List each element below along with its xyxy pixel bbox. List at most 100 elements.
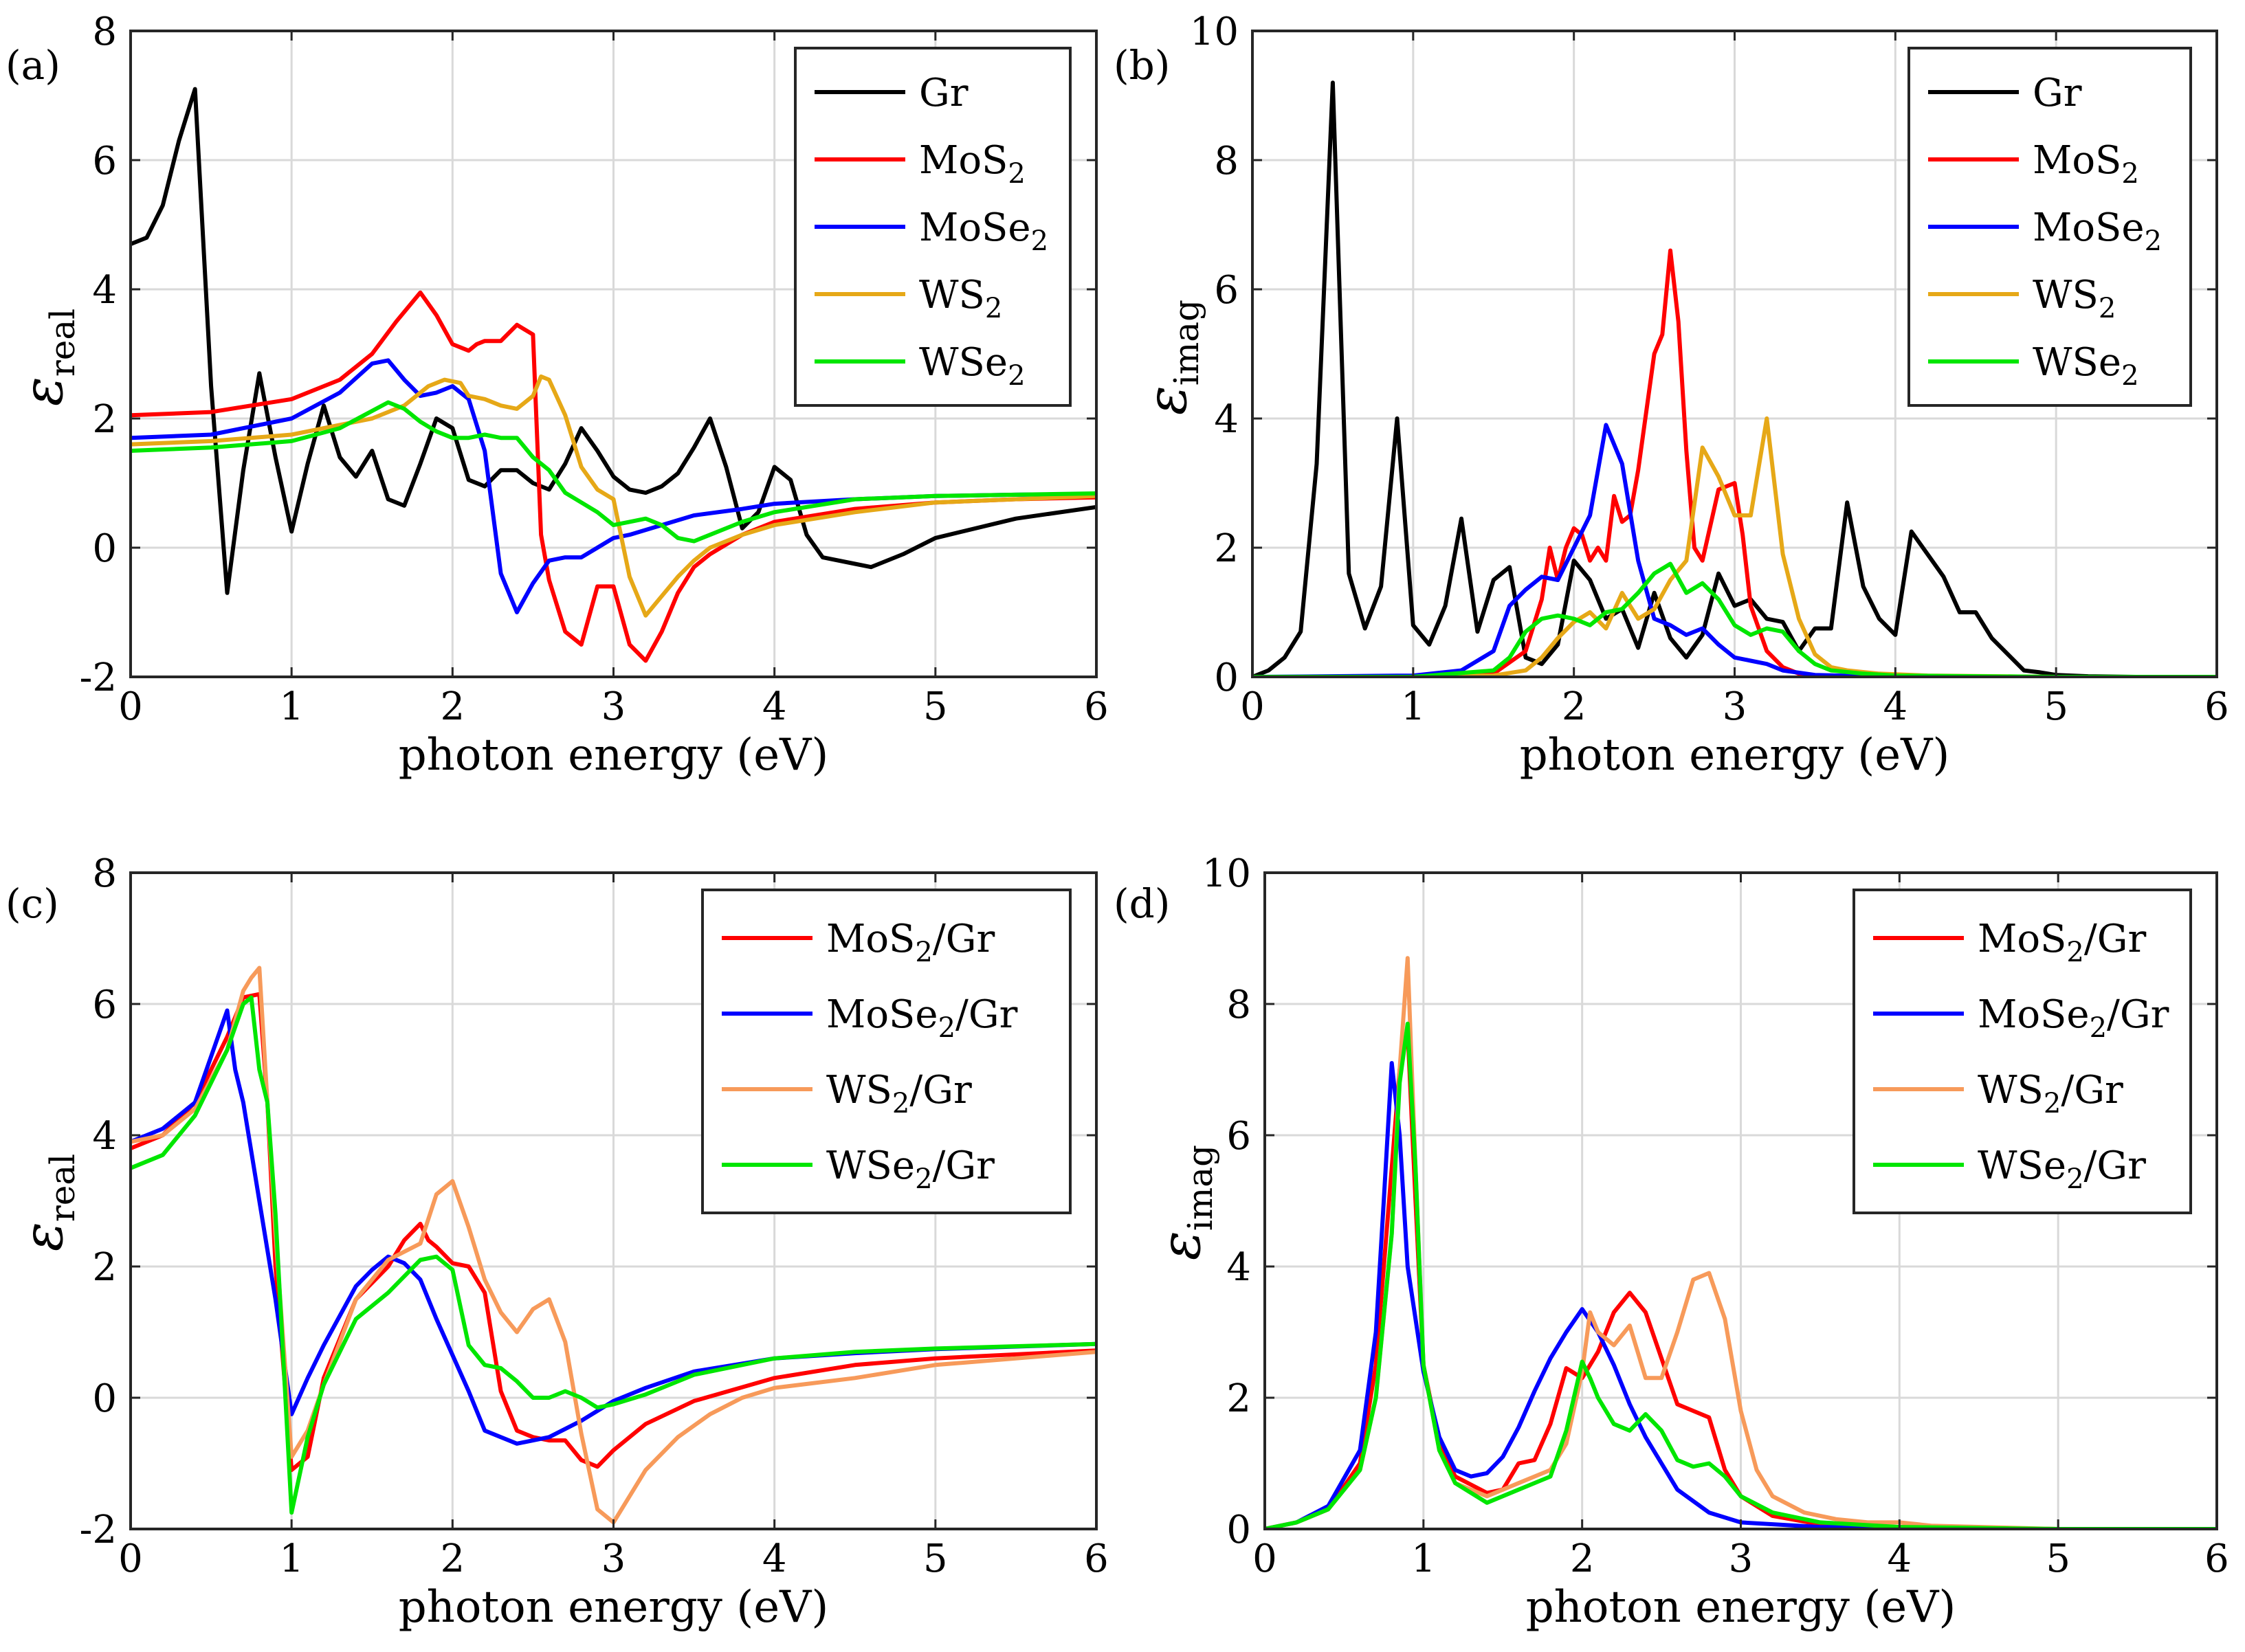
series-line-MoSe2: [1252, 423, 2217, 677]
y-axis-label: εreal: [11, 309, 82, 406]
y-tick-label: 4: [92, 268, 117, 313]
x-tick-label: 1: [1401, 684, 1426, 729]
y-tick-label: 10: [1202, 851, 1251, 896]
legend-entry: Gr: [919, 71, 969, 115]
x-axis-label: photon energy (eV): [1526, 1582, 1956, 1633]
legend: MoS2/Gr MoSe2/Gr WS2/Gr WSe2/Gr: [1853, 889, 2192, 1214]
y-tick-label: 0: [1214, 656, 1239, 700]
legend-entry: WS2: [919, 273, 1002, 324]
panel-label: (d): [1114, 880, 1170, 927]
panel-label: (a): [5, 42, 60, 89]
y-tick-label: 8: [92, 10, 117, 54]
legend-entry: WSe2/Gr: [1978, 1143, 2146, 1195]
series-line-WS2/Gr: [131, 965, 1096, 1525]
legend-box: [701, 889, 1072, 1214]
legend-entry: MoS2: [2033, 138, 2139, 190]
x-tick-label: 2: [441, 1537, 465, 1581]
legend-entry: WS2/Gr: [826, 1068, 972, 1119]
x-axis-label: photon energy (eV): [399, 1582, 829, 1633]
legend: Gr MoS2 MoSe2 WS2 WSe2: [794, 47, 1072, 407]
y-tick-label: -2: [79, 1508, 117, 1552]
legend-entry: WS2/Gr: [1978, 1068, 2123, 1119]
legend-entry: MoS2/Gr: [826, 917, 995, 968]
x-tick-label: 5: [2046, 1537, 2070, 1581]
legend-box: [1853, 889, 2192, 1214]
legend: MoS2/Gr MoSe2/Gr WS2/Gr WSe2/Gr: [701, 889, 1072, 1214]
x-axis-label: photon energy (eV): [1520, 730, 1950, 781]
series-line-MoSe2/Gr: [131, 1008, 1096, 1446]
legend-entry: MoSe2: [919, 205, 1048, 257]
y-tick-label: 6: [92, 139, 117, 183]
legend-entry: WSe2: [919, 340, 1026, 392]
y-tick-label: 6: [1226, 1114, 1251, 1159]
panel-b: 0 1 2 3 4 5 6 0 2 4 6 8 10 photon energy (eV) εimag (b)…: [1114, 10, 2229, 781]
legend-entry: WSe2/Gr: [826, 1143, 995, 1195]
x-tick-label: 0: [118, 684, 143, 729]
y-tick-label: 8: [92, 851, 117, 896]
y-tick-label: 2: [92, 1245, 117, 1290]
legend-entry: MoSe2: [2033, 205, 2162, 257]
y-tick-label: 4: [1226, 1245, 1251, 1290]
panel-label: (b): [1114, 42, 1170, 89]
x-tick-label: 1: [1411, 1537, 1436, 1581]
series-line-MoS2: [1252, 248, 2217, 677]
y-axis-label: εreal: [11, 1154, 82, 1251]
y-tick-label: 2: [1214, 526, 1239, 571]
y-tick-label: 4: [92, 1114, 117, 1159]
series-line-WSe2/Gr: [131, 995, 1096, 1515]
y-tick-label: 10: [1190, 10, 1239, 54]
x-tick-label: 1: [279, 1537, 304, 1581]
y-tick-label: 8: [1226, 983, 1251, 1027]
x-tick-label: 3: [1723, 684, 1747, 729]
x-tick-label: 3: [601, 684, 626, 729]
series-line-MoSe2: [131, 358, 1096, 614]
y-axis-label: εimag: [1149, 1145, 1220, 1260]
legend-entry: MoSe2/Gr: [1978, 992, 2169, 1044]
series-line-Gr: [131, 87, 1096, 595]
y-tick-label: 0: [1226, 1508, 1251, 1552]
series-line-Gr: [1252, 80, 2217, 677]
y-tick-label: 4: [1214, 397, 1239, 442]
y-tick-label: 2: [92, 397, 117, 442]
legend-entry: Gr: [2033, 71, 2082, 115]
x-tick-label: 5: [923, 684, 948, 729]
y-tick-label: -2: [79, 656, 117, 700]
series-line-WSe2/Gr: [1265, 1021, 2217, 1529]
x-tick-label: 6: [1084, 684, 1109, 729]
y-tick-label: 0: [92, 1376, 117, 1421]
series-line-WS2: [1252, 416, 2217, 677]
x-tick-label: 0: [118, 1537, 143, 1581]
legend-entry: WSe2: [2033, 340, 2139, 392]
y-tick-label: 2: [1226, 1376, 1251, 1421]
y-axis-label: εimag: [1135, 300, 1206, 415]
legend: Gr MoS2 MoSe2 WS2 WSe2: [1907, 47, 2192, 407]
x-tick-label: 0: [1252, 1537, 1277, 1581]
legend-entry: MoSe2/Gr: [826, 992, 1018, 1044]
legend-entry: WS2: [2033, 273, 2116, 324]
x-tick-label: 2: [1562, 684, 1586, 729]
x-tick-label: 5: [923, 1537, 948, 1581]
x-tick-label: 6: [1084, 1537, 1109, 1581]
series-line-WSe2: [131, 400, 1096, 544]
legend-entry: MoS2: [919, 138, 1026, 190]
x-tick-label: 3: [601, 1537, 626, 1581]
series-line-WSe2: [1252, 561, 2217, 677]
y-tick-label: 6: [92, 983, 117, 1027]
x-tick-label: 6: [2204, 1537, 2229, 1581]
x-tick-label: 0: [1240, 684, 1265, 729]
x-tick-label: 2: [441, 684, 465, 729]
x-tick-label: 4: [762, 684, 787, 729]
panel-d: 0 1 2 3 4 5 6 0 2 4 6 8 10 photon energy (eV) εimag (d)…: [1114, 851, 2229, 1633]
x-tick-label: 4: [762, 1537, 787, 1581]
legend-entry: MoS2/Gr: [1978, 917, 2146, 968]
y-tick-label: 8: [1214, 139, 1239, 183]
series-line-MoSe2/Gr: [1265, 1061, 2217, 1529]
panel-label: (c): [5, 880, 59, 927]
y-tick-label: 6: [1214, 268, 1239, 313]
x-tick-label: 6: [2204, 684, 2229, 729]
y-tick-label: 0: [92, 526, 117, 571]
x-tick-label: 4: [1888, 1537, 1912, 1581]
